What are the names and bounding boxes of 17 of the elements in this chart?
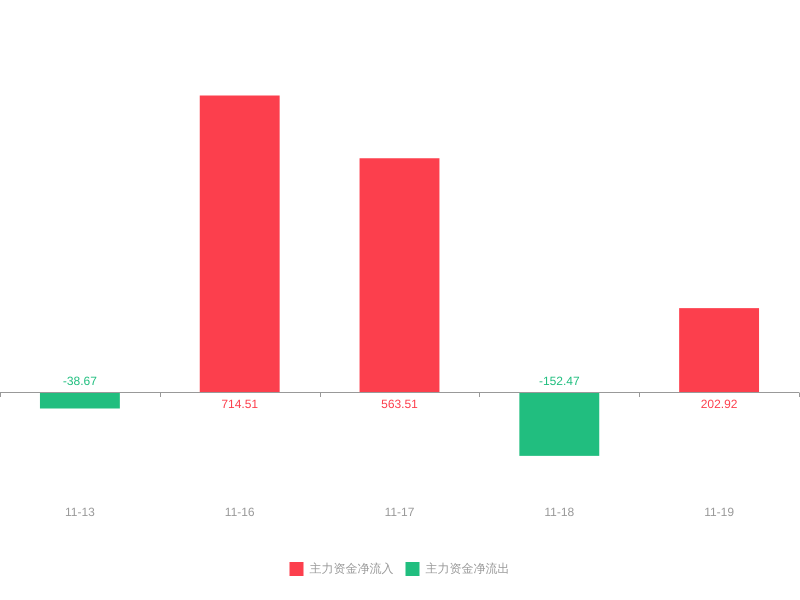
data-label: 202.92 — [700, 396, 738, 411]
x-tick-label: 11-16 — [224, 505, 255, 520]
data-label: -152.47 — [538, 374, 580, 388]
x-tick-label: 11-18 — [544, 505, 575, 520]
bar — [519, 392, 600, 456]
x-tick-label: 11-17 — [384, 505, 415, 520]
data-label: 714.51 — [221, 396, 258, 411]
bar — [200, 96, 280, 392]
legend-label: 主力资金净流入 — [310, 561, 394, 576]
bar — [679, 308, 760, 392]
data-label: 563.51 — [381, 396, 418, 411]
bar — [360, 158, 440, 392]
x-tick-label: 11-13 — [64, 505, 96, 520]
x-tick-label: 11-19 — [704, 505, 734, 520]
bar — [40, 392, 120, 409]
data-label: -38.67 — [62, 374, 98, 388]
legend-label: 主力资金净流出 — [426, 561, 510, 576]
